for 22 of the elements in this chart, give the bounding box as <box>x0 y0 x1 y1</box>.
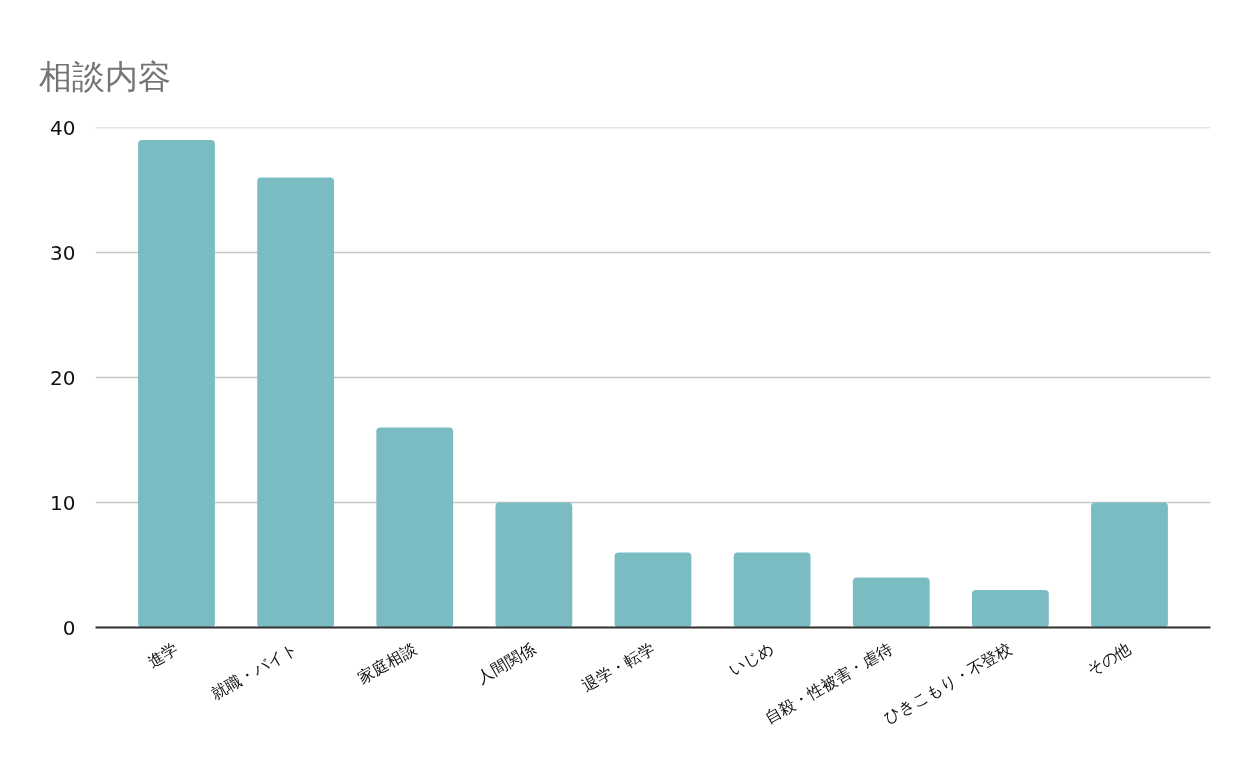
x-tick-label: 人間関係 <box>473 639 539 688</box>
bar <box>852 577 930 628</box>
y-tick-label: 30 <box>50 240 76 265</box>
bar <box>495 502 573 628</box>
chart-title: 相談内容 <box>38 56 171 96</box>
bar <box>1091 502 1168 628</box>
x-tick-label: 進学 <box>144 639 182 672</box>
y-tick-label: 10 <box>50 490 76 515</box>
bar <box>138 140 215 628</box>
bar <box>971 590 1049 628</box>
x-tick-label: 就職・バイト <box>207 639 301 704</box>
bar <box>614 552 692 628</box>
x-tick-label: その他 <box>1083 639 1135 680</box>
y-tick-label: 20 <box>50 365 76 390</box>
y-tick-label: 0 <box>62 615 76 640</box>
x-tick-label: 家庭相談 <box>354 639 420 688</box>
y-tick-label: 40 <box>50 115 76 140</box>
bar <box>733 552 811 628</box>
x-tick-label: いじめ <box>725 639 777 680</box>
bar <box>376 427 454 628</box>
x-tick-label: 退学・転学 <box>578 639 658 696</box>
bar <box>257 177 335 628</box>
